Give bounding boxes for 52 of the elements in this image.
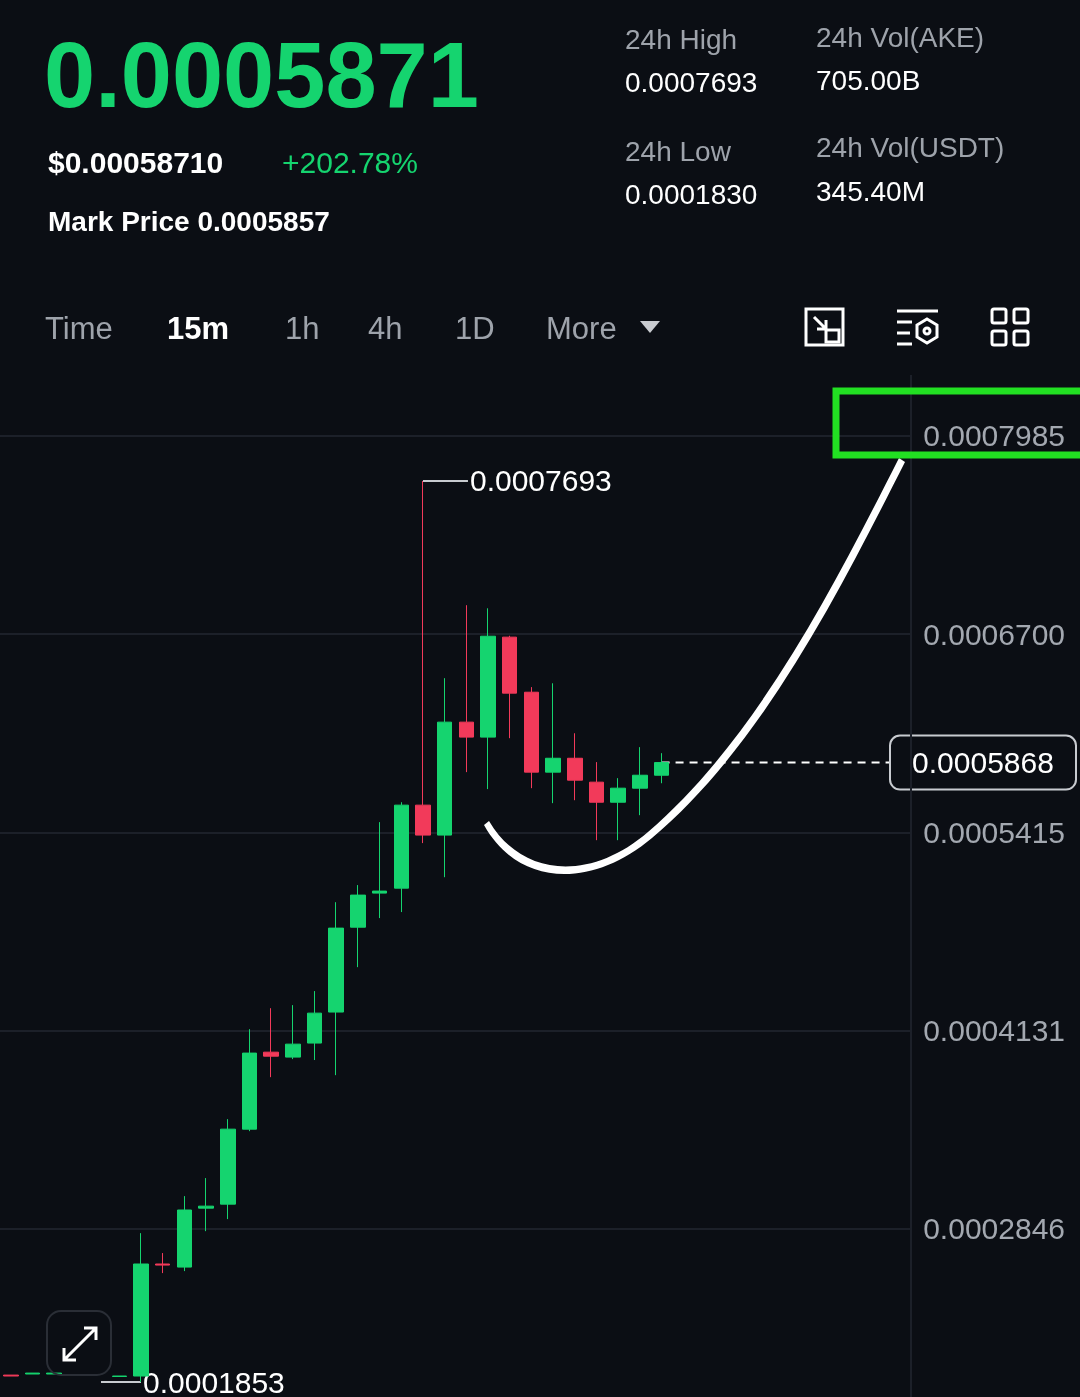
candlestick [177,1195,192,1272]
candlestick [285,1004,301,1060]
y-tick-label: 0.0006700 [923,617,1065,651]
y-tick-label: 0.0005415 [923,815,1065,849]
candlestick [545,682,561,804]
candlestick [567,732,583,801]
candlestick [394,801,409,913]
text: 15m [167,310,230,346]
text: Mark Price 0.0005857 [48,206,330,237]
candlestick [589,761,604,841]
candlestick [459,604,474,773]
text: 705.00B [816,65,921,96]
candlestick [372,821,387,919]
text: 0.0001830 [625,179,758,210]
text: Time [45,310,113,346]
candlestick [415,480,431,844]
text: 0.0007693 [625,67,758,98]
text: 24h High [625,24,738,55]
text: 24h Low [625,136,731,167]
text: More [546,310,617,346]
candlestick [25,1372,40,1375]
text: 1D [455,310,495,346]
candlestick [263,1007,279,1078]
candlestick [654,752,669,784]
ref-line-label: 0.0005868 [912,746,1054,780]
text: 1h [285,310,320,346]
chart-title: 0.0005871 [44,24,479,126]
text: 345.40M [816,176,925,207]
candlestick [632,746,648,816]
text: 24h Vol(USDT) [816,132,1005,163]
text: 4h [368,310,403,346]
candlestick [220,1118,236,1220]
text: 24h Vol(AKE) [816,22,985,53]
annotation: 0.0007693 [469,464,612,498]
candlestick [437,677,452,878]
candlestick [155,1252,170,1274]
y-tick-label: 0.0007985 [923,419,1065,453]
candlestick [502,635,517,739]
candlestick [524,686,539,789]
candlestick [480,607,496,790]
candlestick [242,1028,257,1132]
text: +202.78% [282,146,418,179]
candlestick [350,884,366,968]
text: $0.00058710 [48,146,224,179]
candlestick [610,777,626,841]
candlestick [328,901,344,1076]
annotation: 0.0001853 [142,1365,285,1397]
candlestick [3,1374,19,1377]
candlestick [307,990,322,1061]
y-tick-label: 0.0004131 [923,1014,1065,1048]
y-tick-label: 0.0002846 [923,1212,1065,1246]
candlestick [198,1177,214,1232]
